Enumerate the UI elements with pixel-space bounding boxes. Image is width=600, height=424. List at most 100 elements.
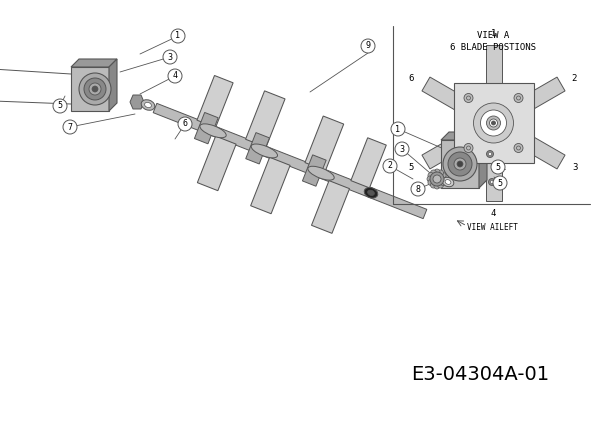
Text: VIEW AILEFT: VIEW AILEFT <box>467 223 518 232</box>
Text: 6: 6 <box>182 120 187 128</box>
Circle shape <box>481 110 506 136</box>
Circle shape <box>171 29 185 43</box>
Text: 5: 5 <box>58 101 62 111</box>
Circle shape <box>448 152 472 176</box>
Polygon shape <box>311 181 350 233</box>
Text: 8: 8 <box>415 184 421 193</box>
Polygon shape <box>153 103 427 219</box>
Circle shape <box>63 120 77 134</box>
Text: 9: 9 <box>365 42 371 50</box>
Circle shape <box>430 172 444 186</box>
Polygon shape <box>441 132 487 140</box>
Circle shape <box>434 169 440 175</box>
Ellipse shape <box>141 100 155 110</box>
Polygon shape <box>422 136 463 169</box>
Circle shape <box>491 181 493 184</box>
Circle shape <box>514 94 523 103</box>
Text: E3-04304A-01: E3-04304A-01 <box>411 365 549 383</box>
Circle shape <box>493 176 507 190</box>
Polygon shape <box>194 112 218 144</box>
Circle shape <box>464 94 473 103</box>
Circle shape <box>488 179 496 186</box>
Text: 1: 1 <box>395 125 401 134</box>
Circle shape <box>428 173 434 179</box>
Circle shape <box>491 160 505 174</box>
Circle shape <box>92 86 98 92</box>
Text: 3: 3 <box>572 163 577 172</box>
Ellipse shape <box>145 102 151 108</box>
Text: 6: 6 <box>409 74 414 83</box>
Text: 2: 2 <box>388 162 392 170</box>
Circle shape <box>383 159 397 173</box>
Polygon shape <box>422 77 463 110</box>
Text: 7: 7 <box>67 123 73 131</box>
Text: 5: 5 <box>409 163 414 172</box>
Text: 1: 1 <box>491 30 496 39</box>
Ellipse shape <box>200 124 226 138</box>
Polygon shape <box>479 132 487 188</box>
Polygon shape <box>305 116 344 170</box>
Polygon shape <box>197 136 236 191</box>
Circle shape <box>491 121 496 125</box>
Circle shape <box>473 103 514 143</box>
Circle shape <box>433 175 441 183</box>
Polygon shape <box>485 163 502 201</box>
Text: 6 BLADE POSTIONS: 6 BLADE POSTIONS <box>451 44 536 53</box>
Circle shape <box>490 119 497 127</box>
Text: 2: 2 <box>571 74 576 83</box>
Circle shape <box>440 173 446 179</box>
Circle shape <box>431 182 437 188</box>
Polygon shape <box>251 157 290 214</box>
Polygon shape <box>441 140 479 188</box>
Circle shape <box>464 143 473 153</box>
Circle shape <box>89 83 101 95</box>
Polygon shape <box>71 67 109 111</box>
Circle shape <box>178 117 192 131</box>
Circle shape <box>168 69 182 83</box>
Text: 5: 5 <box>496 162 500 171</box>
Text: 3: 3 <box>400 145 404 153</box>
Bar <box>454 83 533 163</box>
Ellipse shape <box>445 180 451 184</box>
Polygon shape <box>245 91 285 147</box>
Text: 5: 5 <box>497 179 503 187</box>
Polygon shape <box>485 45 502 83</box>
Polygon shape <box>71 59 117 67</box>
Text: 1: 1 <box>176 31 181 41</box>
Polygon shape <box>197 75 233 128</box>
Polygon shape <box>524 77 565 110</box>
Circle shape <box>427 176 433 182</box>
Polygon shape <box>302 155 326 186</box>
Ellipse shape <box>364 187 378 198</box>
Ellipse shape <box>368 190 374 195</box>
Polygon shape <box>130 95 144 109</box>
Circle shape <box>163 50 177 64</box>
Circle shape <box>395 142 409 156</box>
Circle shape <box>494 167 497 170</box>
Circle shape <box>431 170 437 176</box>
Circle shape <box>437 182 443 188</box>
Circle shape <box>361 39 375 53</box>
Circle shape <box>493 165 499 173</box>
Circle shape <box>53 99 67 113</box>
Circle shape <box>454 158 466 170</box>
Circle shape <box>488 153 491 156</box>
Circle shape <box>79 73 111 105</box>
Polygon shape <box>246 133 269 164</box>
Polygon shape <box>351 138 386 188</box>
Ellipse shape <box>308 166 334 180</box>
Circle shape <box>391 122 405 136</box>
Ellipse shape <box>442 177 454 187</box>
Polygon shape <box>109 59 117 111</box>
Circle shape <box>440 179 446 186</box>
Circle shape <box>443 147 477 181</box>
Circle shape <box>434 183 440 189</box>
Circle shape <box>487 151 493 157</box>
Text: 4: 4 <box>173 72 178 81</box>
Circle shape <box>411 182 425 196</box>
Circle shape <box>457 161 463 167</box>
Text: 4: 4 <box>491 209 496 218</box>
Circle shape <box>514 143 523 153</box>
Ellipse shape <box>251 144 278 158</box>
Text: 3: 3 <box>167 53 173 61</box>
